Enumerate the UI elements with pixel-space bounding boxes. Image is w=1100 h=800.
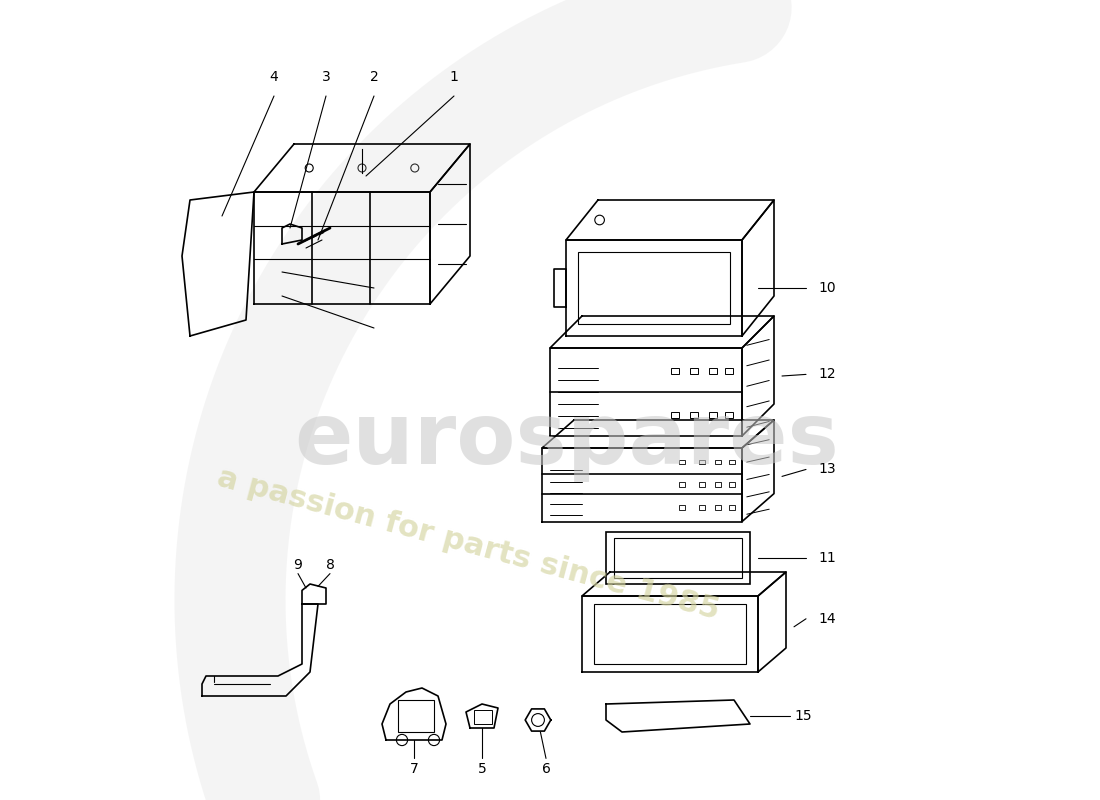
Text: 13: 13 xyxy=(818,462,836,477)
Text: 14: 14 xyxy=(818,612,836,626)
Bar xyxy=(715,460,722,465)
Bar xyxy=(594,604,746,664)
Bar xyxy=(698,460,705,465)
Bar xyxy=(690,411,698,418)
Bar xyxy=(578,252,730,324)
Text: 11: 11 xyxy=(818,551,836,565)
Bar xyxy=(614,538,742,578)
Bar xyxy=(679,460,685,465)
Text: 2: 2 xyxy=(370,70,378,84)
Bar xyxy=(698,482,705,486)
Text: 4: 4 xyxy=(270,70,278,84)
Bar xyxy=(715,506,722,510)
Bar xyxy=(710,368,717,374)
Text: 12: 12 xyxy=(818,367,836,382)
Bar xyxy=(729,460,735,465)
Bar xyxy=(679,506,685,510)
Text: a passion for parts since 1985: a passion for parts since 1985 xyxy=(214,463,723,625)
Bar xyxy=(679,482,685,486)
Bar xyxy=(690,368,698,374)
Bar xyxy=(725,411,733,418)
Bar xyxy=(710,411,717,418)
Bar xyxy=(729,482,735,486)
Text: 10: 10 xyxy=(818,281,836,295)
Bar xyxy=(474,710,492,724)
Text: 3: 3 xyxy=(321,70,330,84)
Bar xyxy=(398,700,434,732)
Text: 9: 9 xyxy=(294,558,302,572)
Bar xyxy=(715,482,722,486)
Text: 8: 8 xyxy=(326,558,334,572)
Bar xyxy=(671,411,679,418)
Text: 1: 1 xyxy=(450,70,459,84)
Text: 6: 6 xyxy=(541,762,550,776)
Text: 5: 5 xyxy=(477,762,486,776)
Bar xyxy=(606,532,750,584)
Bar xyxy=(729,506,735,510)
Bar xyxy=(698,506,705,510)
Bar xyxy=(725,368,733,374)
Text: 7: 7 xyxy=(409,762,418,776)
Bar xyxy=(671,368,679,374)
Text: 15: 15 xyxy=(794,709,812,723)
Text: eurospares: eurospares xyxy=(294,398,839,482)
